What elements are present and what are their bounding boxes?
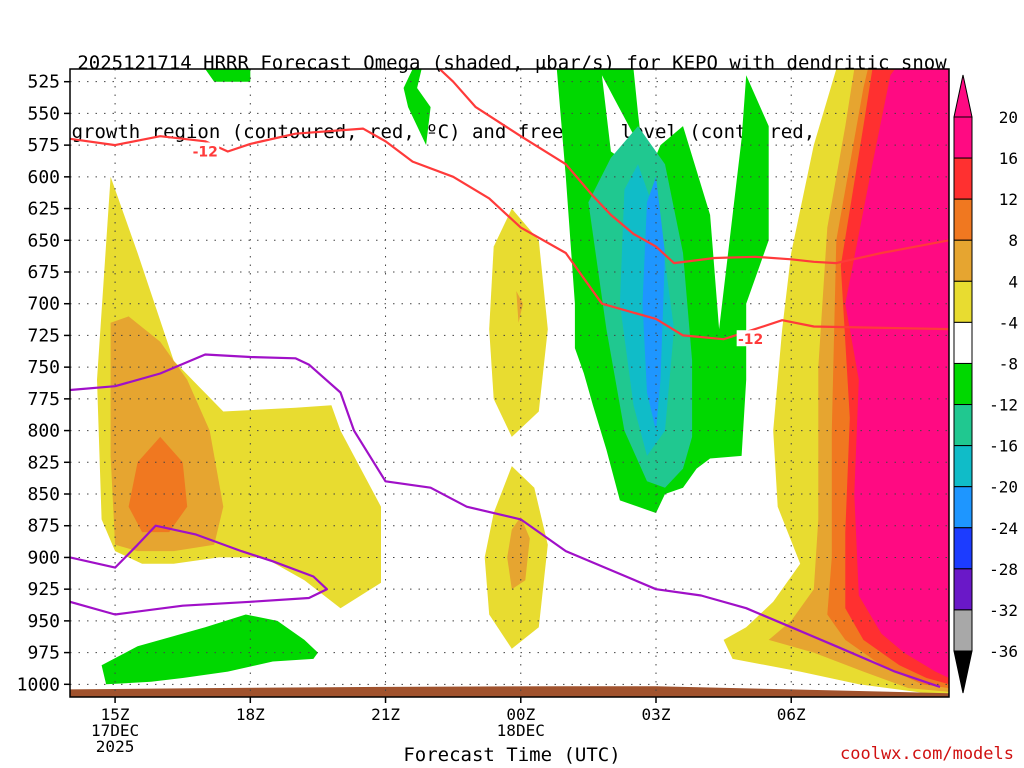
y-tick-label: 850 — [27, 484, 60, 505]
y-tick-label: 525 — [27, 72, 60, 93]
colorbar-tick-label: -4 — [999, 313, 1018, 332]
x-tick-label: 15Z — [101, 705, 130, 724]
omega-region-green-top — [205, 69, 251, 82]
y-tick-label: 550 — [27, 103, 60, 124]
y-axis: 525 550 575 600 625 650 675 700 725 750 775 800 825 8… — [17, 72, 70, 695]
colorbar-bin — [953, 280, 973, 323]
contour-label-bg — [736, 330, 765, 347]
contour-label: -12 — [193, 144, 218, 160]
y-tick-label: 975 — [27, 643, 60, 664]
colorbar-tick-label: -32 — [989, 601, 1018, 620]
colorbar-bin — [953, 609, 973, 652]
colorbar-tick-label: -20 — [989, 478, 1018, 497]
y-tick-label: 650 — [27, 230, 60, 251]
colorbar-bottom-arrow — [953, 650, 973, 694]
colorbar-bin — [953, 321, 973, 364]
y-tick-label: 575 — [27, 135, 60, 156]
credit-link[interactable]: coolwx.com/models — [840, 744, 1014, 764]
x-tick-label: 06Z — [777, 705, 806, 724]
omega-region-orange-mid2 — [507, 516, 530, 590]
x-tick-label: 18Z — [236, 705, 265, 724]
colorbar-bin — [953, 116, 973, 159]
omega-region-magenta-right — [845, 69, 949, 678]
colorbar-tick-label: 12 — [999, 190, 1018, 209]
contour-dgz-upper — [70, 127, 949, 341]
colorbar-tick-label: 8 — [1008, 231, 1018, 250]
contour-freezing-lower — [70, 524, 328, 616]
colorbar-tick-label: -16 — [989, 437, 1018, 456]
y-tick-label: 875 — [27, 516, 60, 537]
contour-label: -12 — [738, 332, 763, 348]
colorbar-tick-label: 20 — [999, 108, 1018, 127]
colorbar-bin — [953, 568, 973, 611]
colorbar-tick-label: 4 — [1008, 272, 1018, 291]
colorbar-bin — [953, 404, 973, 447]
colorbar-tick-label: -24 — [989, 519, 1018, 538]
y-tick-label: 800 — [27, 421, 60, 442]
omega-region-yellow-mid1 — [489, 208, 548, 437]
colorbar-bin — [953, 445, 973, 488]
omega-region-orange-mid1 — [516, 291, 523, 323]
contours: -12 -12 — [70, 69, 949, 688]
contour-freezing-upper — [70, 353, 941, 688]
y-tick-label: 950 — [27, 611, 60, 632]
colorbar-bin — [953, 198, 973, 241]
x-tick-label: 17DEC — [91, 721, 139, 740]
colorbar-bin — [953, 527, 973, 570]
y-tick-label: 625 — [27, 199, 60, 220]
colorbar-tick-label: 16 — [999, 149, 1018, 168]
y-tick-label: 675 — [27, 262, 60, 283]
contour-dgz-lower — [438, 69, 949, 265]
y-tick-label: 600 — [27, 167, 60, 188]
omega-region-green-low — [101, 614, 318, 685]
x-tick-label: 2025 — [96, 737, 135, 756]
colorbar-tick-label: -28 — [989, 560, 1018, 579]
colorbar-legend: 20 16 12 8 4 -4 -8 -12 -16 -20 -24 -28 -32 -36 — [953, 74, 1018, 694]
plot-frame — [69, 68, 950, 698]
colorbar-bin — [953, 486, 973, 529]
omega-region-green-thin — [403, 69, 431, 146]
y-tick-label: 900 — [27, 547, 60, 568]
contour-label-bg — [191, 142, 220, 159]
x-tick-label: 00Z — [506, 705, 535, 724]
x-tick-label: 03Z — [642, 705, 671, 724]
y-tick-label: 700 — [27, 294, 60, 315]
colorbar-top-arrow — [953, 74, 973, 118]
colorbar-bin — [953, 239, 973, 282]
x-tick-label: 18DEC — [497, 721, 545, 740]
colorbar-bin — [953, 362, 973, 406]
y-tick-label: 825 — [27, 452, 60, 473]
colorbar-bin — [953, 157, 973, 200]
omega-region-orange-12 — [128, 436, 188, 533]
title-line-2: growth region (contoured, red, ºC) and f… — [71, 121, 953, 143]
colorbar-tick-label: -36 — [989, 642, 1018, 661]
y-tick-label: 1000 — [17, 674, 60, 695]
x-tick-label: 21Z — [371, 705, 400, 724]
colorbar-tick-label: -12 — [989, 396, 1018, 415]
y-tick-label: 925 — [27, 579, 60, 600]
ground — [70, 686, 949, 697]
y-tick-label: 775 — [27, 389, 60, 410]
omega-shading — [70, 69, 949, 697]
x-axis-label: Forecast Time (UTC) — [403, 744, 621, 766]
colorbar-tick-label: -8 — [999, 354, 1018, 373]
y-tick-label: 725 — [27, 325, 60, 346]
y-tick-label: 750 — [27, 357, 60, 378]
